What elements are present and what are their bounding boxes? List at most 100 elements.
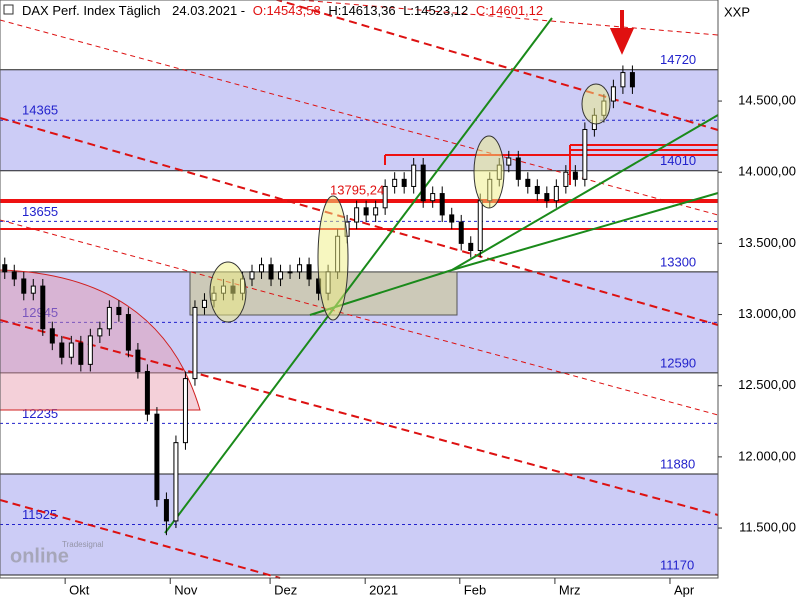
candle-body xyxy=(40,285,46,330)
x-tick-label: 2021 xyxy=(369,582,398,597)
candle-body xyxy=(392,178,398,187)
candle-body xyxy=(525,178,531,187)
symbol: XXP xyxy=(724,4,750,19)
candle-body xyxy=(116,306,122,316)
header-close: C:14601,12 xyxy=(476,3,543,18)
candle-body xyxy=(144,370,150,415)
level-label: 14720 xyxy=(660,52,696,67)
watermark-word: online xyxy=(10,545,69,567)
annotation: 13795,24 xyxy=(330,182,384,197)
level-label: 12590 xyxy=(660,355,696,370)
trend-channel xyxy=(0,499,281,579)
candle-body xyxy=(154,413,160,501)
watermark: Tradesignal online xyxy=(10,540,104,567)
candle-body xyxy=(97,328,103,337)
header-date: 24.03.2021 - xyxy=(172,3,245,18)
candle-body xyxy=(87,335,93,365)
header: DAX Perf. Index Täglich 24.03.2021 - O:1… xyxy=(22,3,543,18)
level-label: 11170 xyxy=(660,557,694,572)
header-low: L:14523,12 xyxy=(403,3,468,18)
watermark-brand: Tradesignal xyxy=(62,540,104,549)
y-tick-label: 13.000,00 xyxy=(738,306,796,321)
highlights xyxy=(209,10,635,323)
candle-body xyxy=(68,342,74,358)
candle-body xyxy=(582,129,588,180)
candle-body xyxy=(563,171,569,187)
level-label: 13300 xyxy=(660,254,696,269)
candle-body xyxy=(382,185,388,209)
y-tick-label: 14.000,00 xyxy=(738,164,796,179)
y-tick-label: 12.000,00 xyxy=(738,448,796,463)
level-label: 14010 xyxy=(660,153,696,168)
candle-body xyxy=(59,342,65,358)
header-open: O:14543,58 xyxy=(253,3,321,18)
header-high: H:14613,36 xyxy=(328,3,395,18)
x-tick-label: Dez xyxy=(274,582,297,597)
candle-body xyxy=(259,264,265,273)
x-tick-label: Apr xyxy=(674,582,695,597)
candle-body xyxy=(477,200,483,251)
candle-body xyxy=(278,271,284,280)
candle-body xyxy=(401,178,407,187)
candle-body xyxy=(439,193,445,216)
candle-body xyxy=(620,72,626,88)
candle-body xyxy=(182,378,188,444)
candle-body xyxy=(420,164,426,202)
candle-body xyxy=(373,207,379,216)
y-tick-label: 13.500,00 xyxy=(738,235,796,250)
candle-body xyxy=(458,221,464,244)
highlight xyxy=(317,195,349,321)
candle-body xyxy=(544,193,550,202)
candle-body xyxy=(2,264,8,273)
trend-line xyxy=(451,192,719,271)
trend-channel xyxy=(0,117,719,326)
highlight xyxy=(581,83,611,125)
trend-channel xyxy=(299,0,719,36)
candle-body xyxy=(125,314,131,351)
level-label: 12945 xyxy=(22,305,58,320)
header-name: DAX Perf. Index Täglich xyxy=(22,3,161,18)
candle-body xyxy=(21,278,27,294)
candle-body xyxy=(363,207,369,216)
candle-body xyxy=(506,157,512,166)
highlight xyxy=(209,261,247,323)
trend-channel xyxy=(0,219,719,416)
candle-body xyxy=(629,72,635,88)
trend-line xyxy=(164,17,553,534)
candle-body xyxy=(515,157,521,180)
candle-body xyxy=(449,214,455,223)
checkbox[interactable] xyxy=(3,4,14,15)
candle-body xyxy=(78,342,84,365)
candle-body xyxy=(11,271,17,280)
level-band xyxy=(0,473,718,576)
candle-body xyxy=(572,171,578,180)
x-tick-label: Nov xyxy=(174,582,198,597)
candle-body xyxy=(306,264,312,280)
candle-body xyxy=(610,86,616,102)
candle-body xyxy=(173,442,179,522)
trend-channel xyxy=(0,19,719,216)
candle-body xyxy=(430,193,436,202)
candle-body xyxy=(411,164,417,187)
candle-body xyxy=(268,264,274,280)
plot-frame xyxy=(0,0,719,579)
trend-channel xyxy=(0,319,719,516)
trend-line xyxy=(451,114,719,271)
candle-body xyxy=(49,328,55,344)
arrow xyxy=(609,10,635,55)
y-tick-label: 12.500,00 xyxy=(738,377,796,392)
level-label: 14365 xyxy=(22,103,58,118)
candle-body xyxy=(297,264,303,273)
candle-body xyxy=(192,306,198,380)
candle-body xyxy=(30,285,36,294)
level-label: 13655 xyxy=(22,204,58,219)
candle-body xyxy=(287,271,293,274)
level-label: 11525 xyxy=(22,507,57,522)
candle-body xyxy=(201,299,207,308)
y-tick-label: 11.500,00 xyxy=(739,519,796,534)
level-label: 11880 xyxy=(660,456,695,471)
x-tick-label: Okt xyxy=(69,582,90,597)
candle-body xyxy=(354,207,360,223)
